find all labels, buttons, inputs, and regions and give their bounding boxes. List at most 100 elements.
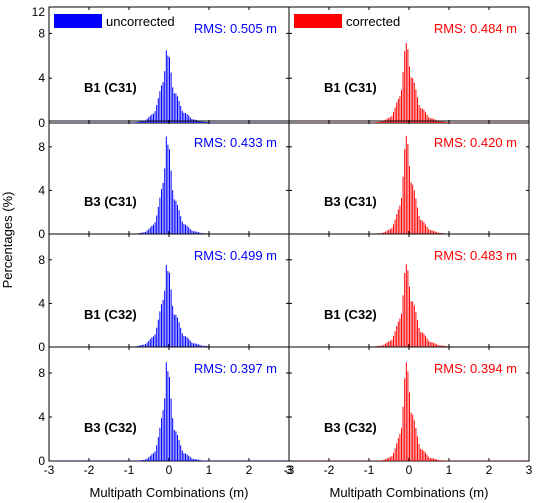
histogram-bar <box>393 224 394 234</box>
panel-corrected-4: RMS: 0.394 m B3 (C32) <box>288 346 530 462</box>
histogram-bar <box>197 120 199 123</box>
legend-corrected: corrected <box>294 14 400 29</box>
histogram-bar <box>199 460 201 461</box>
histogram-bar <box>433 230 434 234</box>
histogram-bar <box>433 342 434 347</box>
y-axis-label: Percentages (%) <box>0 192 15 289</box>
histogram-bar <box>177 204 178 234</box>
histogram-bar <box>434 343 436 347</box>
histogram-bar <box>149 227 151 234</box>
x-tick-label: 2 <box>246 463 253 477</box>
histogram-bar <box>425 452 426 461</box>
histogram-bar <box>143 344 145 347</box>
histogram-bar <box>193 343 194 347</box>
y-tick-label: 4 <box>38 183 45 197</box>
x-tick-label: -2 <box>324 463 335 477</box>
histogram-bar <box>180 327 182 347</box>
histogram-bar <box>185 336 186 347</box>
histogram-bar <box>425 224 426 234</box>
histogram-bar <box>143 120 145 123</box>
histogram-bar <box>173 314 175 347</box>
histogram-bar <box>396 102 398 123</box>
histogram-bar <box>194 231 196 234</box>
histogram-bar <box>433 458 434 461</box>
histogram-bar <box>181 111 183 123</box>
histogram-bar <box>399 96 401 123</box>
histogram-bar <box>402 176 404 234</box>
histogram-bar <box>162 299 164 347</box>
histogram-bar <box>394 107 396 123</box>
histogram-bar <box>399 433 401 461</box>
panel-label: B3 (C32) <box>324 420 377 435</box>
histogram-bar <box>172 418 174 461</box>
histogram-bar <box>204 121 206 123</box>
legend-label: uncorrected <box>106 14 175 29</box>
histogram-bar <box>153 113 154 123</box>
histogram-bar <box>140 345 142 347</box>
histogram-bar <box>175 93 177 123</box>
histogram-bar <box>407 270 409 347</box>
histogram-bar <box>420 332 422 347</box>
histogram-bar <box>157 98 159 123</box>
histogram-bar <box>137 122 138 123</box>
histogram-bar <box>202 460 204 461</box>
histogram-bar <box>153 453 154 461</box>
histogram-bar <box>140 121 142 123</box>
histogram-bar <box>148 229 150 234</box>
histogram-bar <box>428 456 430 461</box>
histogram-bar <box>189 340 191 347</box>
panel-uncorrected-2: 0 4 8 RMS: 0.433 m B3 (C31) <box>38 120 290 241</box>
histogram-bar <box>397 321 399 347</box>
histogram-bar <box>167 55 169 123</box>
histogram-bar <box>196 343 198 347</box>
histogram-bar <box>188 338 190 347</box>
histogram-bar <box>165 362 167 461</box>
histogram-bar <box>167 371 169 461</box>
histogram-bar <box>201 121 202 123</box>
histogram-bar <box>201 345 202 347</box>
x-tick-label: 1 <box>206 463 213 477</box>
histogram-bar <box>391 339 393 347</box>
histogram-bar <box>426 226 428 234</box>
histogram-bar <box>191 458 193 461</box>
histogram-bar <box>169 377 170 461</box>
histogram-bar <box>205 121 207 123</box>
histogram-bar <box>447 122 449 123</box>
histogram-bar <box>151 225 153 234</box>
histogram-bar <box>389 229 391 234</box>
rms-annotation: RMS: 0.397 m <box>194 361 277 376</box>
legend-uncorrected: uncorrected <box>54 14 175 29</box>
histogram-bar <box>157 206 159 234</box>
histogram-bar <box>159 311 161 347</box>
histogram-bar <box>385 459 386 461</box>
x-tick-label: 3 <box>286 463 293 477</box>
histogram-bar <box>383 232 385 234</box>
histogram-bar <box>197 459 199 461</box>
histogram-bar <box>439 121 441 123</box>
histogram-bar <box>156 445 158 461</box>
histogram-bar <box>429 342 431 347</box>
panel-corrected-1: RMS: 0.484 m B1 (C31) <box>288 6 530 124</box>
histogram-bar <box>170 398 172 461</box>
histogram-bar <box>143 459 145 461</box>
y-tick-label: 8 <box>38 140 45 154</box>
y-tick-label: 8 <box>38 26 45 40</box>
histogram-bar <box>140 460 142 461</box>
histogram-bar <box>157 319 159 347</box>
histogram-bar <box>386 342 388 347</box>
histogram-bar <box>381 121 383 123</box>
histogram-bar <box>388 229 390 234</box>
histogram-bar <box>193 459 194 461</box>
histogram-bar <box>441 121 442 123</box>
histogram-bar <box>153 224 154 234</box>
histogram-bar <box>436 232 438 234</box>
histogram-bar <box>380 121 382 123</box>
histogram-bar <box>444 345 446 347</box>
histogram-bar <box>409 286 410 347</box>
y-tick-label: 4 <box>38 71 45 85</box>
x-tick-label: -1 <box>364 463 375 477</box>
histogram-bar <box>149 115 151 123</box>
histogram-bar <box>178 439 180 461</box>
histogram-bar <box>381 345 383 347</box>
panel-uncorrected-1: 0 4 8 12 RMS: 0.505 m B1 (C31) <box>32 5 290 130</box>
